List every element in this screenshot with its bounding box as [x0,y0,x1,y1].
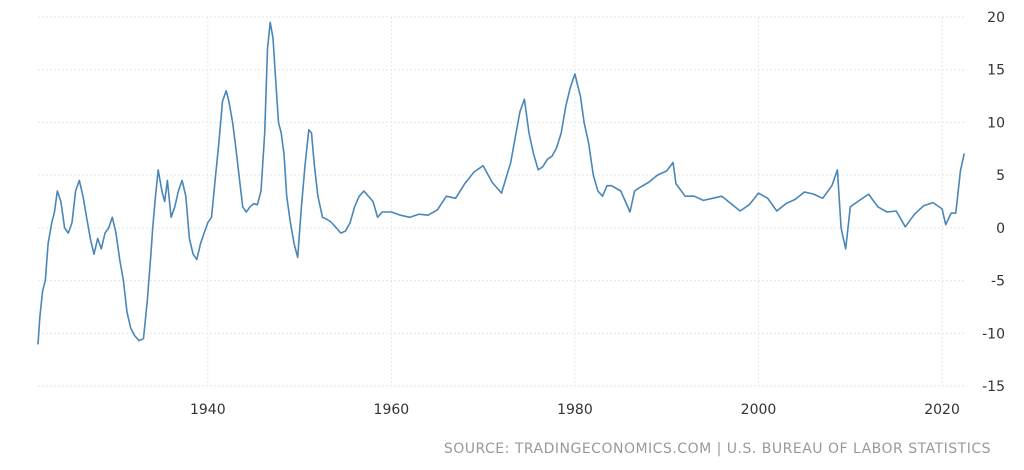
y-tick-label: 0 [996,221,1005,237]
x-tick-label: 2000 [741,402,777,418]
source-credit: SOURCE: TRADINGECONOMICS.COM | U.S. BURE… [443,441,991,457]
y-tick-label: 10 [987,115,1005,131]
x-tick-label: 1940 [190,402,226,418]
y-tick-label: -10 [982,326,1005,342]
y-tick-label: 5 [996,168,1005,184]
y-tick-label: 15 [987,63,1005,79]
y-tick-label: -15 [982,379,1005,395]
y-tick-label: 20 [987,10,1005,26]
x-tick-label: 2020 [924,402,960,418]
y-axis-labels: 20 15 10 5 0 -5 -10 -15 [982,10,1005,395]
x-axis-labels: 1940 1960 1980 2000 2020 [190,402,960,418]
y-tick-label: -5 [991,274,1005,290]
x-tick-label: 1980 [557,402,593,418]
grid-lines [38,16,965,387]
x-tick-label: 1960 [374,402,410,418]
series-layer [37,21,965,345]
series-line [37,21,965,345]
